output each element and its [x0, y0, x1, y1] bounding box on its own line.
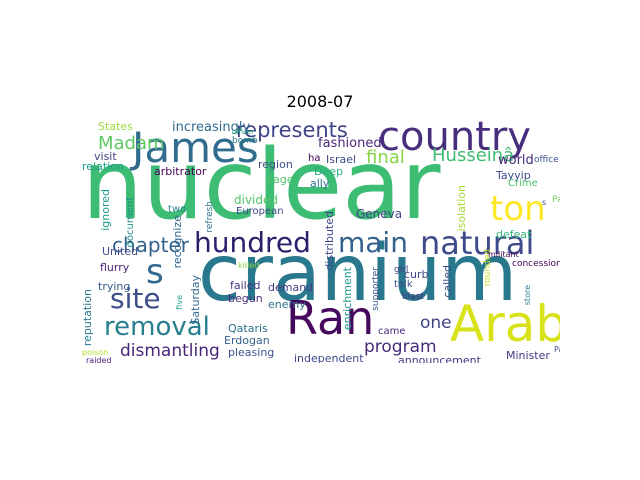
word-69: reputation: [81, 289, 94, 347]
word-56: enemy: [268, 298, 306, 311]
word-28: bomb: [232, 136, 258, 146]
word-25: relation: [82, 160, 124, 173]
word-10: site: [110, 282, 161, 315]
word-58: Qataris: [228, 322, 268, 335]
word-53: begun: [228, 292, 263, 305]
word-36: Crime: [508, 178, 538, 189]
word-50: flurry: [100, 261, 130, 274]
word-33: page: [266, 173, 294, 186]
word-37: world: [498, 153, 534, 168]
word-52: failed: [230, 279, 261, 292]
word-46: divided: [234, 193, 279, 207]
word-34: office: [534, 155, 559, 165]
word-7: natural: [420, 224, 535, 262]
word-45: Geneva: [356, 207, 403, 221]
word-19: program: [364, 337, 437, 357]
word-26: arbitrator: [154, 165, 207, 178]
word-40: Path: [552, 195, 560, 205]
word-39: concession: [512, 259, 560, 269]
word-57: Saturday: [189, 275, 202, 325]
word-cloud: nuclear cranium country James Arab Ran main nat…: [80, 117, 560, 363]
word-16: final: [366, 147, 405, 168]
word-48: United: [102, 245, 139, 258]
word-82: militant: [488, 250, 519, 259]
word-71: document: [125, 197, 136, 248]
word-2: country: [378, 117, 531, 160]
word-84: s: [542, 198, 547, 207]
word-79: called: [441, 265, 454, 298]
word-68: raided: [86, 356, 112, 364]
word-8: hundred: [194, 226, 311, 259]
word-27: region: [258, 158, 293, 171]
word-59: Erdogan: [224, 334, 270, 347]
word-38: defeat: [496, 228, 532, 241]
word-41: girl: [394, 265, 409, 275]
word-22: fashioned: [318, 136, 382, 151]
word-12: ton: [490, 189, 546, 229]
word-60: pleasing: [228, 346, 275, 359]
word-65: Papa: [554, 345, 560, 354]
word-63: announcement: [398, 354, 481, 363]
word-75: officer: [232, 128, 255, 136]
word-76: distributed: [323, 211, 336, 271]
word-5: Ran: [286, 291, 375, 345]
word-32: Deep: [314, 165, 343, 178]
word-47: European: [236, 206, 284, 217]
word-14: chapter: [112, 233, 189, 257]
word-83: store: [523, 285, 532, 306]
word-49: trying: [98, 280, 131, 293]
word-15: Husseinâ: [432, 145, 515, 166]
word-4: Arab: [450, 295, 560, 353]
word-42: talk: [394, 279, 413, 290]
word-72: recognize: [171, 215, 184, 269]
word-0: nuclear: [82, 129, 441, 241]
word-73: refresh: [205, 201, 215, 233]
word-44: blast: [402, 292, 424, 302]
word-67: poison: [82, 348, 109, 357]
word-74: five: [175, 295, 184, 310]
word-24: visit: [94, 150, 117, 163]
word-6: main: [338, 226, 408, 259]
word-35: Tayyip: [496, 169, 531, 182]
word-51: two: [168, 204, 187, 215]
word-1: cranium: [198, 229, 518, 319]
word-43: curb: [404, 268, 429, 281]
word-70: ignored: [99, 189, 112, 231]
word-62: came: [378, 326, 406, 337]
word-20: one: [420, 313, 452, 333]
word-77: enrichment: [341, 267, 354, 331]
word-17: Madam: [98, 133, 165, 154]
word-55: demand: [268, 281, 314, 294]
word-29: ha: [308, 153, 321, 164]
word-61: independent: [294, 352, 364, 363]
word-13: represents: [236, 118, 348, 142]
word-64: Minister: [506, 349, 550, 362]
word-21: increasingly: [172, 120, 251, 135]
word-78: supporter: [371, 267, 381, 311]
word-11: s: [146, 252, 164, 292]
word-30: Israel: [326, 153, 357, 166]
word-3: James: [132, 123, 259, 172]
word-80: isolation: [455, 185, 468, 232]
chart-title: 2008-07: [286, 92, 354, 111]
word-9: removal: [104, 312, 210, 342]
word-23: States: [98, 120, 133, 133]
word-54: killed: [238, 261, 260, 270]
word-31: ally: [310, 177, 330, 190]
word-18: dismantling: [120, 341, 220, 361]
